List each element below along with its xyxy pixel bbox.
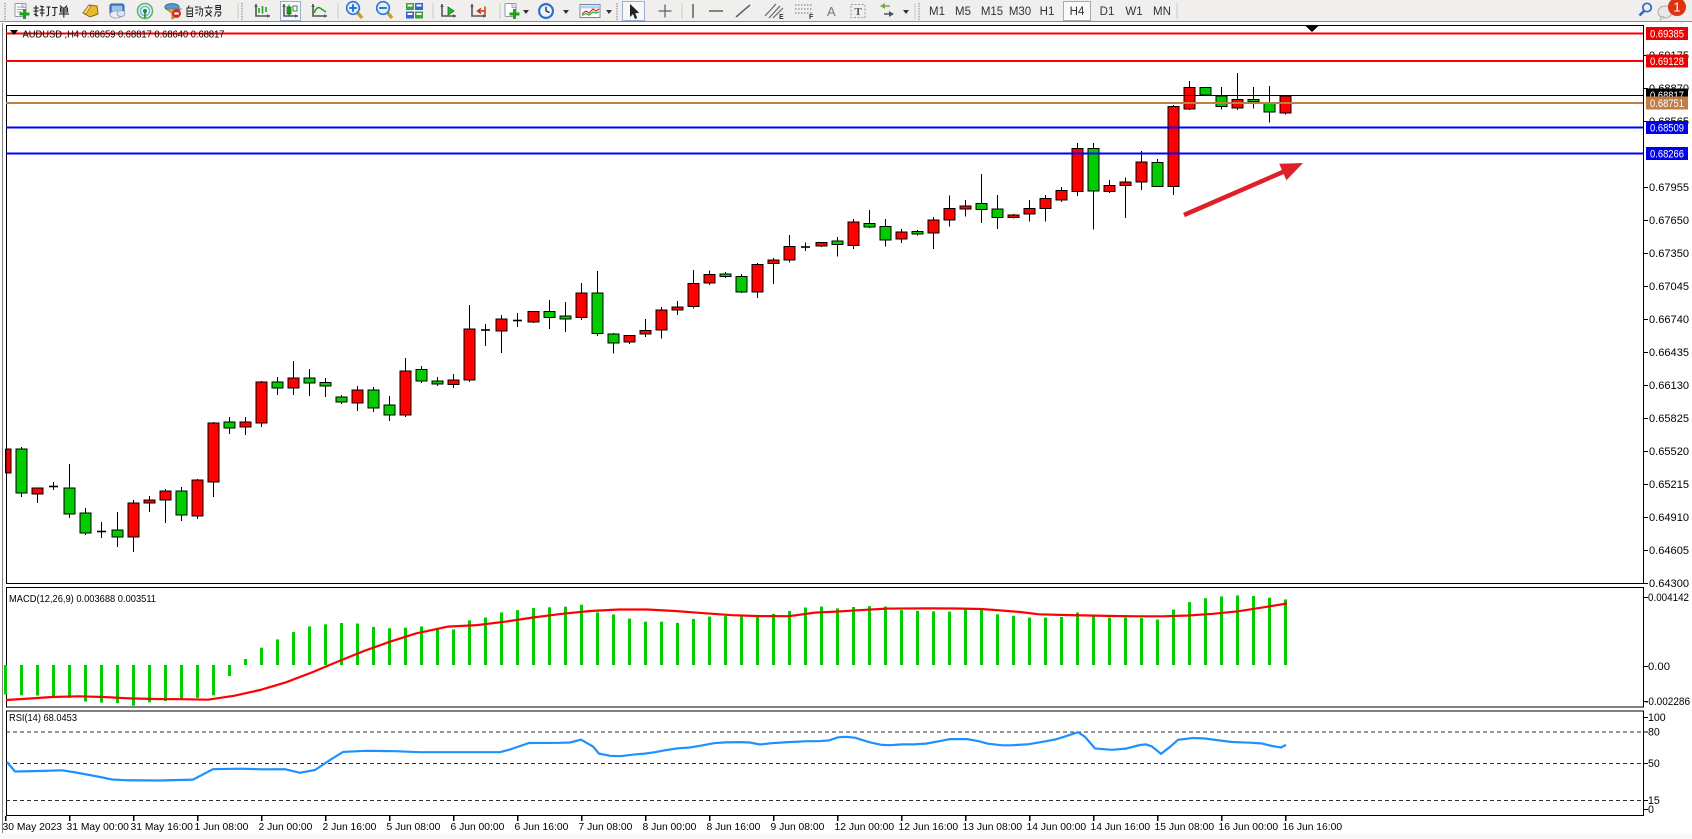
- svg-text:8 Jun 00:00: 8 Jun 00:00: [643, 822, 697, 833]
- svg-text:T: T: [855, 6, 863, 18]
- svg-text:12 Jun 16:00: 12 Jun 16:00: [899, 822, 959, 833]
- svg-text:8 Jun 16:00: 8 Jun 16:00: [707, 822, 761, 833]
- svg-text:M30: M30: [1009, 6, 1031, 18]
- svg-text:W1: W1: [1125, 6, 1142, 18]
- svg-text:31 May 00:00: 31 May 00:00: [67, 822, 130, 833]
- svg-text:2 Jun 16:00: 2 Jun 16:00: [323, 822, 377, 833]
- svg-text:7 Jun 08:00: 7 Jun 08:00: [579, 822, 633, 833]
- svg-text:0.67955: 0.67955: [1649, 182, 1689, 194]
- svg-text:F: F: [809, 14, 814, 21]
- svg-text:30 May 2023: 30 May 2023: [3, 822, 63, 833]
- svg-text:16 Jun 00:00: 16 Jun 00:00: [1219, 822, 1279, 833]
- svg-text:M1: M1: [929, 6, 945, 18]
- svg-text:2 Jun 00:00: 2 Jun 00:00: [259, 822, 313, 833]
- svg-text:RSI(14) 68.0453: RSI(14) 68.0453: [9, 712, 77, 724]
- svg-text:0.66130: 0.66130: [1649, 380, 1689, 392]
- svg-text:0.69385: 0.69385: [1650, 29, 1684, 41]
- svg-text:A: A: [827, 4, 836, 19]
- svg-text:0.64300: 0.64300: [1649, 578, 1689, 590]
- svg-text:M15: M15: [981, 6, 1003, 18]
- svg-text:9 Jun 08:00: 9 Jun 08:00: [771, 822, 825, 833]
- svg-text:15 Jun 08:00: 15 Jun 08:00: [1155, 822, 1215, 833]
- svg-text:M5: M5: [955, 6, 971, 18]
- svg-text:0.69128: 0.69128: [1650, 56, 1684, 68]
- svg-text:H4: H4: [1070, 6, 1085, 18]
- svg-text:E: E: [779, 14, 784, 21]
- svg-text:AUDUSD ,H4 0.68659 0.68817 0.: AUDUSD ,H4 0.68659 0.68817 0.68640 0.688…: [23, 29, 225, 41]
- svg-text:31 May 16:00: 31 May 16:00: [131, 822, 194, 833]
- svg-text:14 Jun 16:00: 14 Jun 16:00: [1091, 822, 1151, 833]
- svg-text:0.67045: 0.67045: [1649, 281, 1689, 293]
- svg-text:5 Jun 08:00: 5 Jun 08:00: [387, 822, 441, 833]
- svg-text:0.68509: 0.68509: [1650, 123, 1684, 135]
- svg-text:6 Jun 16:00: 6 Jun 16:00: [515, 822, 569, 833]
- svg-text:0.65825: 0.65825: [1649, 413, 1689, 425]
- svg-text:14 Jun 00:00: 14 Jun 00:00: [1027, 822, 1087, 833]
- svg-text:0.64605: 0.64605: [1649, 545, 1689, 557]
- svg-text:0.65520: 0.65520: [1649, 446, 1689, 458]
- svg-text:H1: H1: [1040, 6, 1055, 18]
- svg-text:-0.002286: -0.002286: [1645, 696, 1690, 708]
- svg-text:0.66740: 0.66740: [1649, 314, 1689, 326]
- svg-text:0.00: 0.00: [1648, 661, 1670, 673]
- svg-text:16 Jun 16:00: 16 Jun 16:00: [1283, 822, 1343, 833]
- svg-text:100: 100: [1648, 712, 1666, 724]
- svg-text:0.65215: 0.65215: [1649, 479, 1689, 491]
- svg-text:13 Jun 08:00: 13 Jun 08:00: [963, 822, 1023, 833]
- svg-text:0.67650: 0.67650: [1649, 215, 1689, 227]
- svg-text:0.68751: 0.68751: [1650, 98, 1684, 110]
- svg-text:0.66435: 0.66435: [1649, 347, 1689, 359]
- svg-text:12 Jun 00:00: 12 Jun 00:00: [835, 822, 895, 833]
- svg-text:1: 1: [1673, 0, 1680, 15]
- svg-text:D1: D1: [1100, 6, 1115, 18]
- svg-text:15: 15: [1648, 795, 1660, 807]
- svg-text:0: 0: [1648, 804, 1654, 816]
- svg-text:MN: MN: [1153, 6, 1171, 18]
- svg-text:50: 50: [1648, 758, 1660, 770]
- svg-text:1 Jun 08:00: 1 Jun 08:00: [195, 822, 249, 833]
- svg-text:0.68266: 0.68266: [1650, 149, 1684, 161]
- svg-text:80: 80: [1648, 727, 1660, 739]
- svg-text:0.004142: 0.004142: [1648, 592, 1689, 604]
- svg-text:6 Jun 00:00: 6 Jun 00:00: [451, 822, 505, 833]
- svg-text:0.64910: 0.64910: [1649, 512, 1689, 524]
- svg-text:MACD(12,26,9) 0.003688 0.00351: MACD(12,26,9) 0.003688 0.003511: [9, 593, 156, 605]
- svg-text:0.67350: 0.67350: [1649, 248, 1689, 260]
